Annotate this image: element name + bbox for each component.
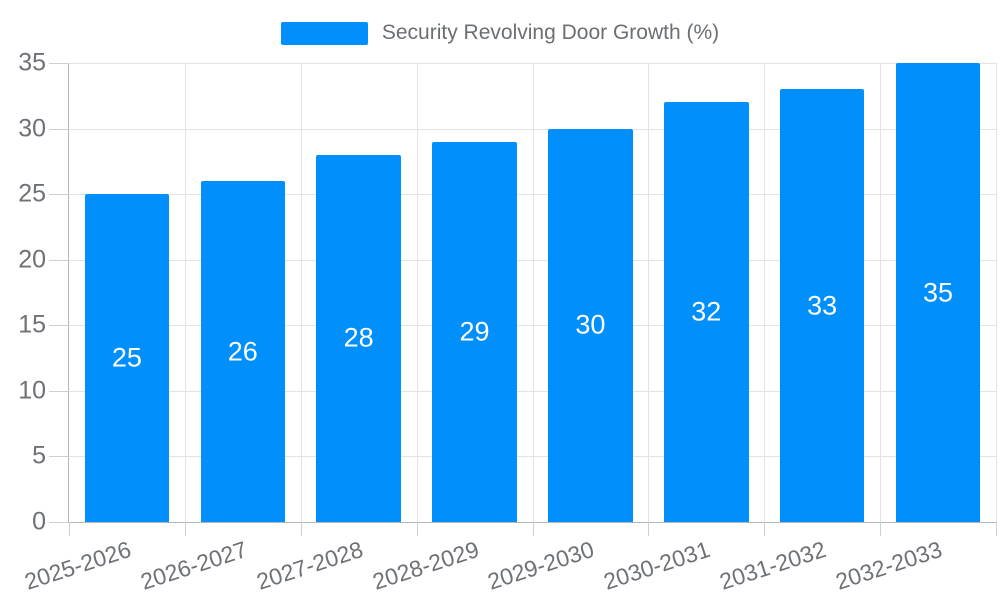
x-axis-tick-label-text: 2031-2032 [716, 536, 830, 595]
v-gridline [996, 63, 997, 522]
x-axis-tick-label-text: 2025-2026 [21, 536, 134, 595]
x-axis-tick-label-text: 2029-2030 [484, 536, 598, 595]
x-axis-tick [764, 522, 766, 536]
x-axis-tick-label-text: 2026-2027 [137, 536, 250, 595]
x-axis-tick [532, 522, 534, 536]
x-axis-tick [996, 522, 997, 536]
x-axis-tick [416, 522, 418, 536]
bar[interactable] [84, 194, 170, 522]
x-axis-tick-label-text: 2028-2029 [368, 536, 482, 595]
legend-swatch-icon [280, 21, 368, 45]
y-axis-tick-label: 10 [18, 376, 46, 405]
y-axis-tick-label: 5 [32, 441, 46, 470]
y-axis-tick-label: 25 [18, 179, 46, 208]
x-axis-tick [69, 522, 70, 536]
v-gridline [300, 63, 302, 522]
bar-value-label: 32 [691, 296, 722, 327]
v-gridline [416, 63, 418, 522]
y-axis-tick [49, 128, 69, 130]
plot-area: 25 26 28 29 30 32 33 35 [49, 63, 997, 536]
y-axis-tick-label: 30 [18, 114, 46, 143]
y-axis-labels: 0 5 10 15 20 25 30 35 [0, 49, 46, 536]
legend-label: Security Revolving Door Growth (%) [381, 21, 720, 44]
bar-value-label: 25 [111, 342, 142, 373]
x-axis-tick [648, 522, 650, 536]
v-gridline [764, 63, 766, 522]
x-axis-tick-label-text: 2030-2031 [600, 536, 714, 595]
bar-value-label: 29 [459, 316, 490, 347]
legend: Security Revolving Door Growth (%) [0, 18, 1000, 48]
bar-value-label: 26 [227, 336, 258, 366]
y-axis-tick [49, 456, 69, 458]
x-axis-labels: 2025-2026 2026-2027 2027-2028 2028-2029 2029… [21, 63, 995, 595]
x-axis-tick [300, 522, 302, 536]
bar-value-label: 28 [343, 322, 374, 353]
bar[interactable] [779, 89, 865, 522]
v-gridline [532, 63, 534, 522]
y-axis-tick [49, 325, 69, 327]
y-axis-tick [49, 390, 69, 392]
bar[interactable] [895, 63, 981, 522]
bar[interactable] [664, 102, 749, 522]
bar-value-label: 35 [923, 277, 954, 307]
y-axis-tick [49, 259, 69, 261]
y-axis-tick-label: 0 [32, 507, 46, 536]
v-gridline [880, 63, 882, 522]
y-axis-tick-label: 35 [18, 48, 46, 77]
bar-value-label: 33 [807, 290, 838, 321]
y-axis-tick [49, 522, 69, 523]
x-axis-tick-label-text: 2027-2028 [253, 536, 366, 595]
bar[interactable] [200, 181, 286, 522]
y-axis-tick-label: 20 [18, 245, 46, 274]
y-axis-tick [49, 194, 69, 196]
bar[interactable] [316, 154, 401, 522]
y-axis-tick-label: 15 [18, 310, 46, 339]
bar[interactable] [548, 128, 633, 522]
x-axis-tick-label-text: 2032-2033 [832, 536, 946, 595]
bar-value-label: 30 [575, 309, 606, 340]
x-axis-tick [184, 522, 186, 536]
y-axis-tick [49, 63, 69, 64]
x-axis-tick [880, 522, 882, 536]
v-gridline [648, 63, 650, 522]
bar[interactable] [432, 141, 517, 522]
v-gridline [184, 63, 186, 522]
legend-item[interactable]: Security Revolving Door Growth (%) [280, 21, 720, 45]
